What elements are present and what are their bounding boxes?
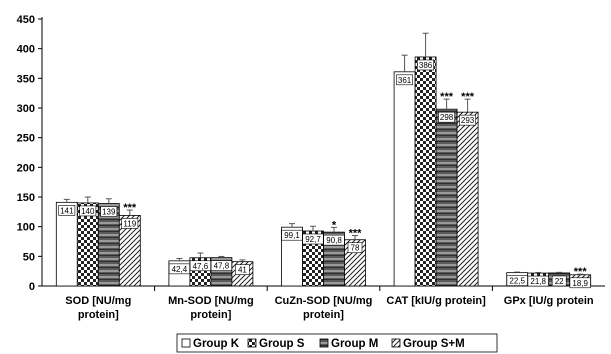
data-label-box [323, 234, 345, 246]
legend-label: Group S [259, 338, 305, 350]
significance-marker: *** [123, 202, 137, 214]
y-tick-label: 50 [23, 251, 35, 263]
data-label-box [347, 242, 363, 254]
bar-group-s [414, 56, 437, 287]
category-label: protein] [190, 309, 231, 321]
data-label: 18,9 [572, 279, 588, 288]
data-label: 90,8 [326, 236, 342, 245]
data-label-box [79, 205, 97, 217]
data-label-box [438, 111, 456, 123]
significance-marker: *** [461, 91, 475, 103]
y-tick-label: 200 [17, 162, 35, 174]
legend-swatch [391, 338, 401, 348]
data-label-box [459, 114, 477, 126]
data-label-box [168, 263, 191, 275]
data-label-box [235, 264, 250, 275]
data-label: 386 [419, 61, 433, 70]
data-label: 119 [123, 219, 136, 228]
data-label-box [417, 59, 435, 71]
category-label: Mn-SOD [NU/mg [168, 295, 254, 307]
y-tick-label: 300 [17, 103, 35, 115]
data-label: 21,8 [530, 277, 546, 286]
category-label: CAT [kIU/g protein] [386, 295, 486, 307]
legend-label: Group K [193, 338, 240, 350]
data-label-box [281, 229, 303, 241]
y-tick-label: 250 [17, 133, 35, 145]
data-label: 47,6 [193, 262, 209, 271]
category-label: SOD [NU/mg [65, 295, 131, 307]
bar-group-m [435, 108, 458, 287]
data-label: 22,5 [509, 277, 525, 286]
chart-labels: 141 140 139 119 *** 42,4 47,6 47,8 41 99,1 92,7 90,… [58, 59, 591, 289]
significance-marker: * [332, 219, 337, 231]
chart-axes: 0 50 100 150 200 250 300 350 400 450 SOD [NU/mg pro… [17, 14, 605, 321]
data-label-box [569, 277, 591, 289]
data-label: 293 [461, 116, 475, 125]
data-label: 139 [102, 208, 116, 217]
category-label: protein] [78, 309, 119, 321]
significance-marker: *** [574, 266, 588, 278]
y-tick-label: 350 [17, 73, 35, 85]
data-label-box [100, 206, 118, 217]
data-label-box [551, 275, 567, 287]
category-label: GPx [IU/g protein [504, 295, 594, 307]
legend-swatch [247, 338, 257, 348]
legend-swatch [181, 338, 191, 348]
data-label-box [189, 260, 212, 272]
significance-marker: *** [349, 228, 363, 240]
bar-group-s-m [456, 111, 479, 287]
chart-legend: Group K Group S Group M Group S+M [176, 333, 498, 353]
y-tick-label: 0 [29, 281, 35, 293]
data-label-box [210, 260, 233, 271]
chart-bars [55, 32, 592, 287]
data-label-box [396, 74, 414, 86]
y-tick-label: 100 [17, 222, 35, 234]
data-label: 141 [60, 206, 74, 215]
category-label: protein] [303, 309, 344, 321]
data-label: 92,7 [305, 235, 321, 244]
significance-marker: *** [440, 91, 454, 103]
data-label-box [302, 233, 324, 245]
data-label-box [527, 275, 549, 287]
data-label: 78 [351, 244, 360, 253]
data-label-box [58, 205, 76, 216]
data-label-box [121, 218, 139, 229]
y-tick-label: 400 [17, 44, 35, 56]
legend-label: Group S+M [403, 338, 465, 350]
y-tick-label: 150 [17, 192, 35, 204]
category-label: CuZn-SOD [NU/mg [275, 295, 373, 307]
data-label-box [506, 275, 528, 286]
data-label: 361 [398, 76, 412, 85]
data-label: 298 [440, 113, 454, 122]
data-label: 47,8 [214, 262, 230, 271]
data-label: 41 [238, 266, 247, 275]
bar-group-k [393, 71, 416, 287]
data-label: 42,4 [172, 265, 188, 274]
legend-swatch [319, 338, 329, 348]
data-label: 22 [555, 277, 564, 286]
legend-box [176, 333, 498, 353]
data-label: 99,1 [284, 231, 300, 240]
data-label: 140 [81, 207, 95, 216]
legend-label: Group M [331, 338, 378, 350]
y-tick-label: 450 [17, 14, 35, 26]
